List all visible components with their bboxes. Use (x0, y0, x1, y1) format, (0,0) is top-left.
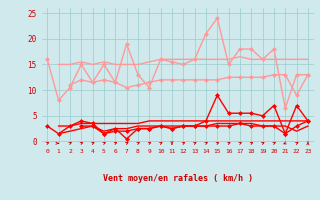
Text: Vent moyen/en rafales ( km/h ): Vent moyen/en rafales ( km/h ) (103, 174, 252, 183)
